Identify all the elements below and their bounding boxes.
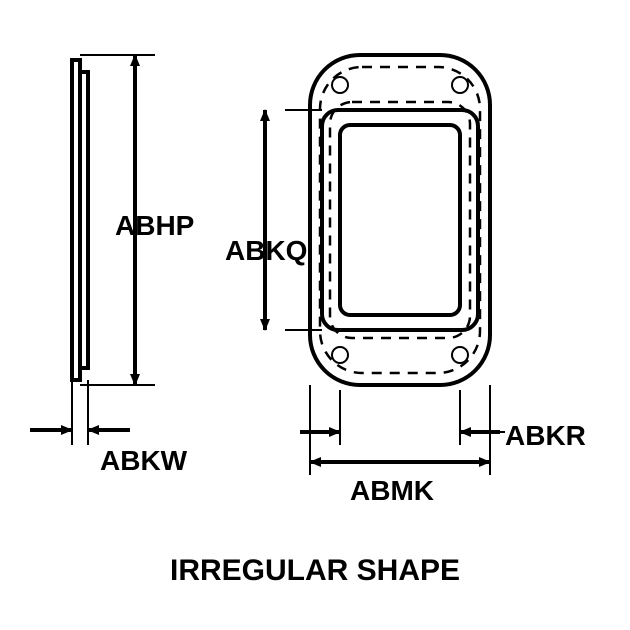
dim-abkw <box>30 380 130 445</box>
hidden-outline-inner <box>330 102 470 338</box>
label-abmk: ABMK <box>350 475 434 506</box>
hidden-outline-outer <box>320 67 480 373</box>
label-abkq: ABKQ <box>225 235 307 266</box>
cover-shape <box>310 55 490 385</box>
window-rect <box>340 125 460 315</box>
diagram-canvas: ABHP ABKQ ABKW ABMK ABKR IRREGULAR SHAPE <box>0 0 630 630</box>
step-rect <box>322 110 478 330</box>
mount-hole <box>332 347 348 363</box>
label-abhp: ABHP <box>115 210 194 241</box>
mount-hole <box>452 347 468 363</box>
label-abkw: ABKW <box>100 445 188 476</box>
label-abkr: ABKR <box>505 420 586 451</box>
dim-abmk-abkr <box>300 385 500 475</box>
caption: IRREGULAR SHAPE <box>170 554 460 587</box>
side-profile <box>72 60 88 380</box>
dim-abkq <box>265 110 322 330</box>
mount-hole <box>452 77 468 93</box>
mount-hole <box>332 77 348 93</box>
